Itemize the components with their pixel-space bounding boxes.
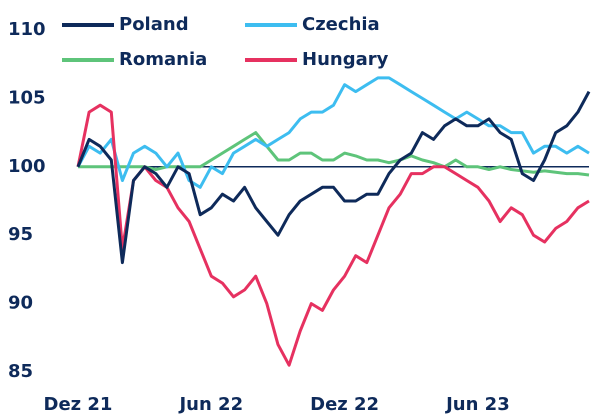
legend-label: Romania (119, 49, 207, 70)
legend-label: Czechia (302, 14, 380, 35)
series-line (78, 131, 590, 177)
y-tick-label: 90 (8, 293, 33, 314)
x-tick-label: Dez 21 (44, 394, 113, 415)
legend-label: Poland (119, 14, 189, 35)
legend-label: Hungary (302, 49, 389, 70)
x-tick-label: Jun 22 (177, 394, 243, 415)
x-tick-label: Jun 23 (444, 394, 510, 415)
series-line (76, 90, 591, 265)
y-tick-label: 105 (8, 87, 46, 108)
series-line (76, 76, 590, 189)
y-tick-label: 95 (8, 224, 33, 245)
y-tick-label: 110 (8, 19, 46, 40)
y-tick-label: 85 (8, 361, 33, 382)
x-tick-label: Dez 22 (310, 394, 379, 415)
y-tick-label: 100 (8, 156, 46, 177)
